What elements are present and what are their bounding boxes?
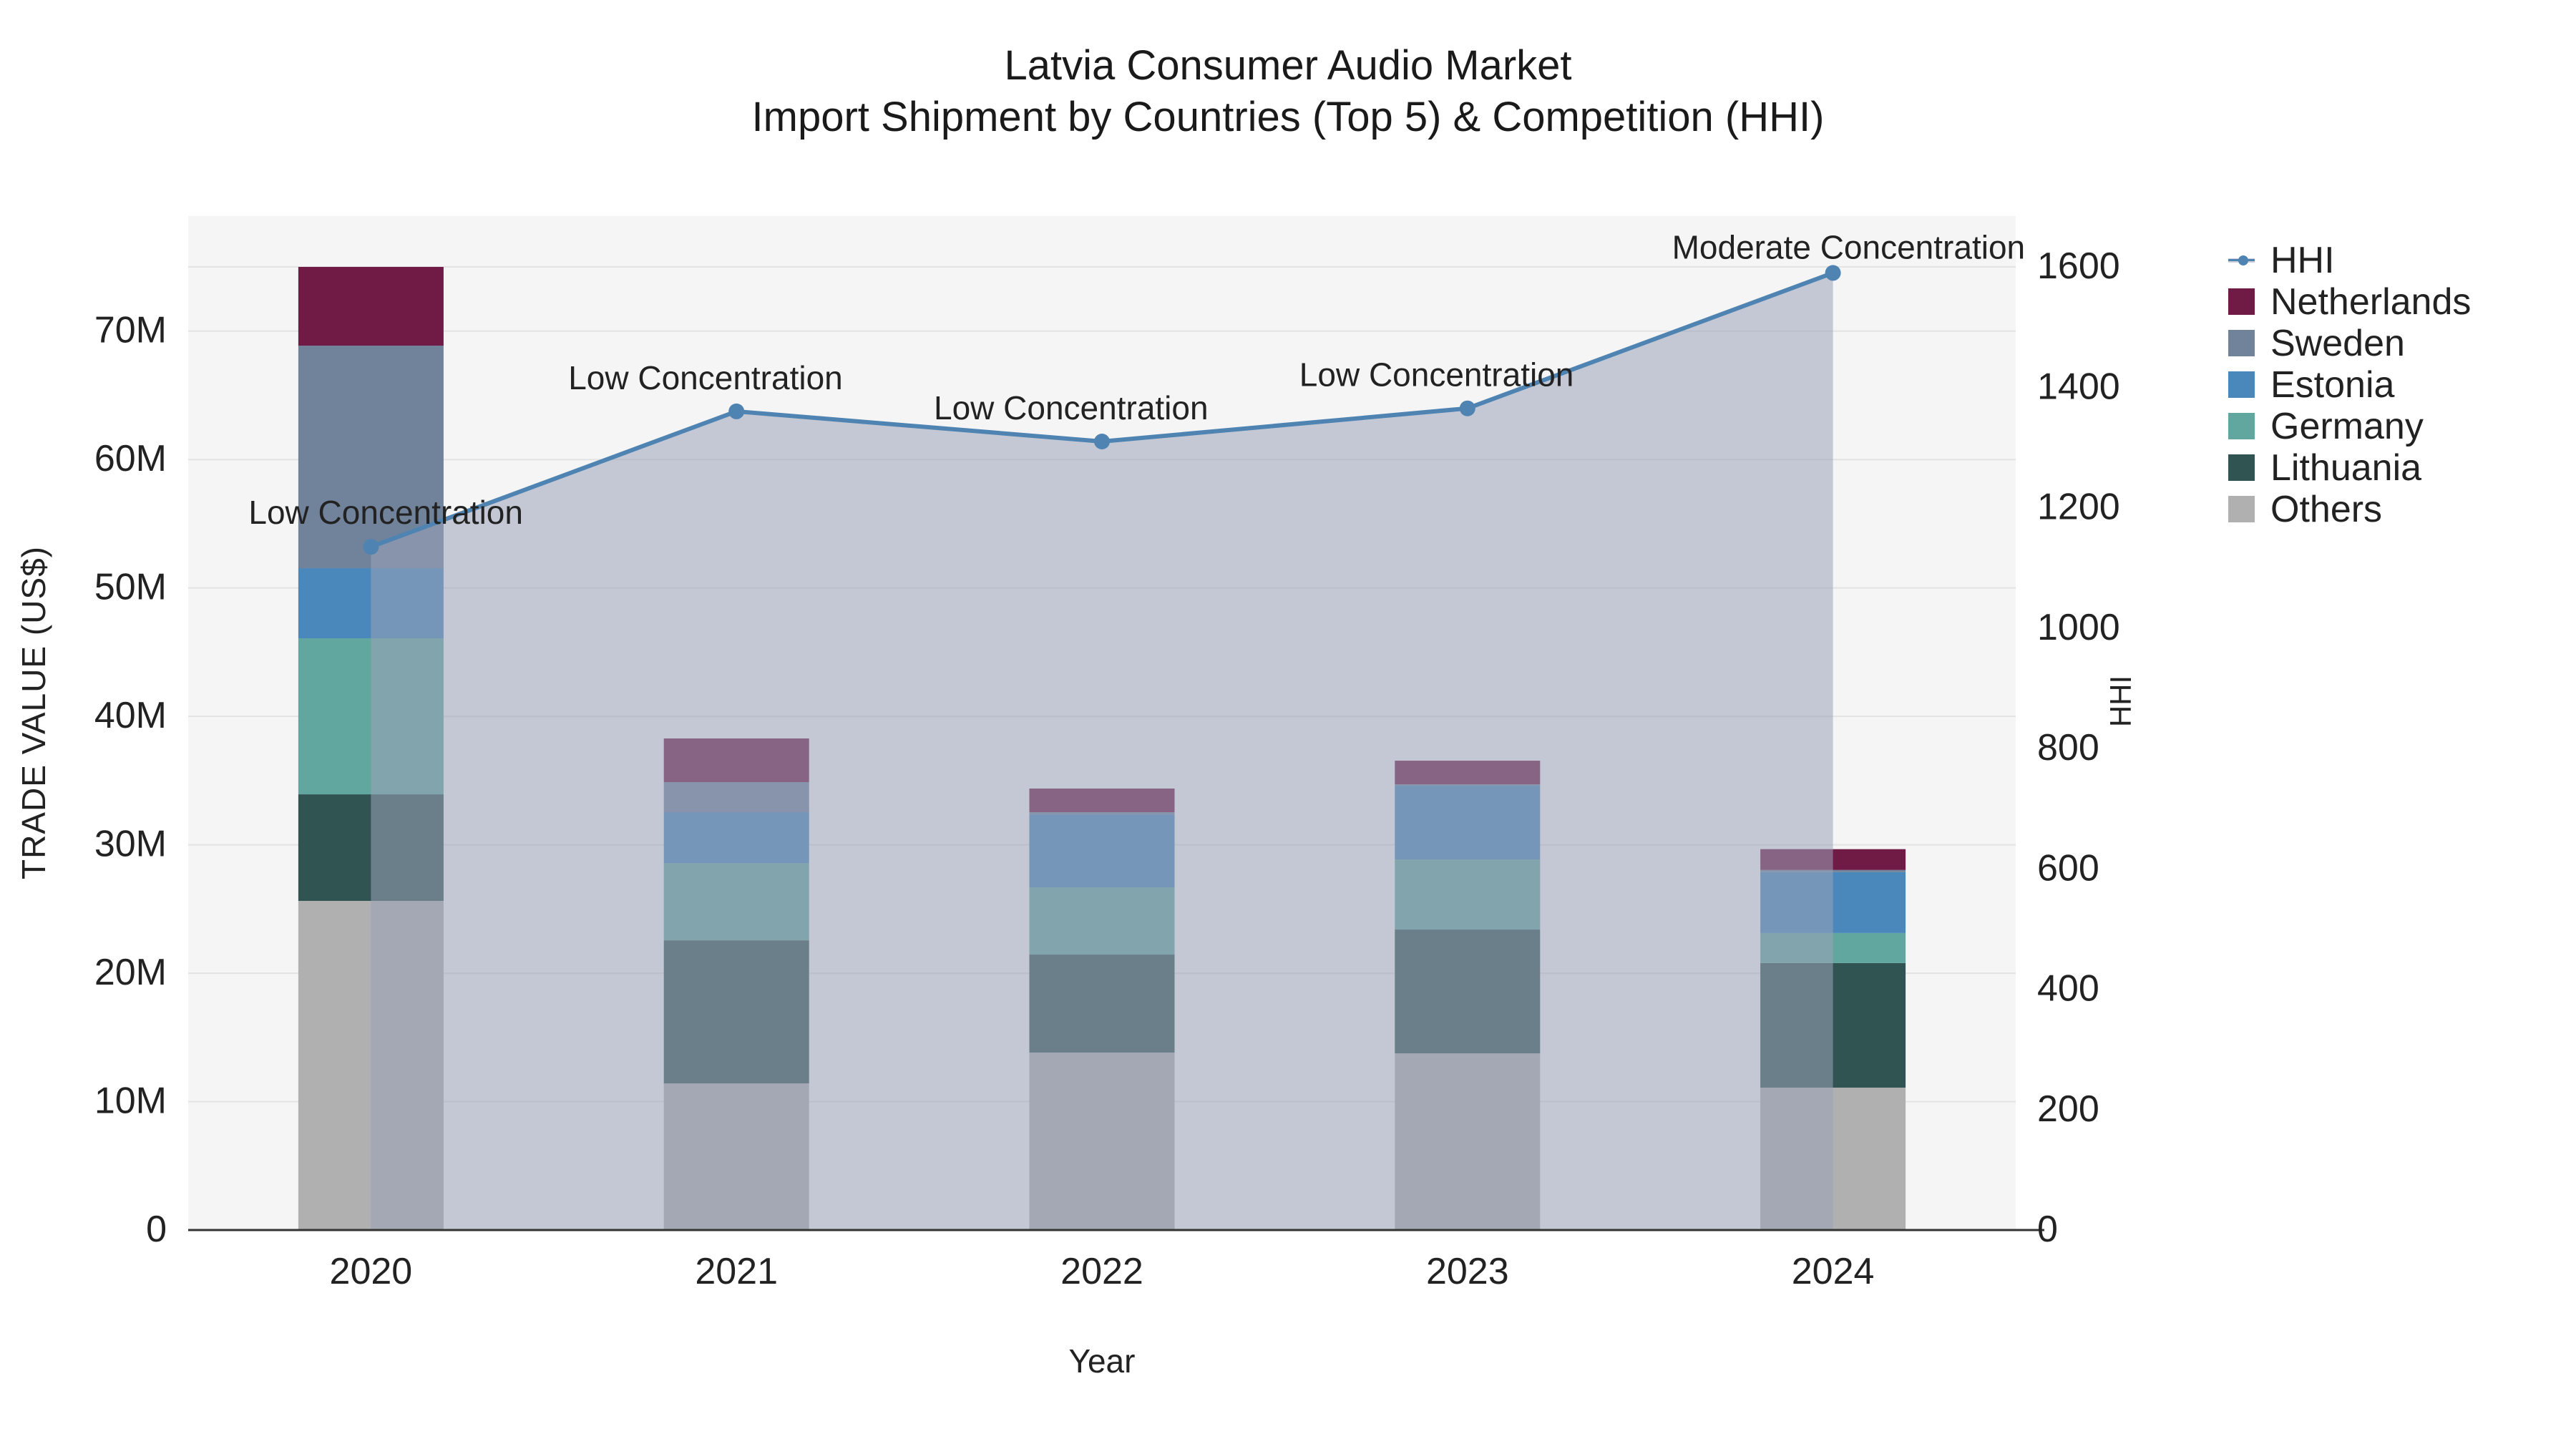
svg-text:800: 800 — [2037, 727, 2099, 769]
svg-text:1600: 1600 — [2037, 245, 2120, 287]
svg-text:Moderate Concentration: Moderate Concentration — [1672, 228, 2026, 265]
svg-text:Low Concentration: Low Concentration — [248, 494, 523, 531]
svg-text:600: 600 — [2037, 847, 2099, 889]
svg-text:40M: 40M — [94, 695, 167, 736]
svg-text:200: 200 — [2037, 1088, 2099, 1130]
svg-text:20M: 20M — [94, 952, 167, 993]
svg-text:400: 400 — [2037, 968, 2099, 1010]
svg-text:2024: 2024 — [1792, 1251, 1875, 1292]
svg-text:10M: 10M — [94, 1080, 167, 1122]
svg-text:0: 0 — [146, 1209, 167, 1250]
svg-text:Low Concentration: Low Concentration — [934, 389, 1209, 426]
svg-text:1000: 1000 — [2037, 607, 2120, 648]
svg-text:60M: 60M — [94, 438, 167, 479]
svg-text:Low Concentration: Low Concentration — [1299, 356, 1574, 394]
svg-text:Low Concentration: Low Concentration — [568, 359, 843, 396]
svg-text:0: 0 — [2037, 1209, 2058, 1250]
svg-text:1200: 1200 — [2037, 487, 2120, 528]
svg-text:30M: 30M — [94, 824, 167, 865]
svg-text:70M: 70M — [94, 310, 167, 351]
svg-text:2022: 2022 — [1060, 1251, 1143, 1292]
svg-text:1400: 1400 — [2037, 366, 2120, 407]
svg-text:2023: 2023 — [1426, 1251, 1509, 1292]
svg-text:50M: 50M — [94, 567, 167, 608]
svg-text:2021: 2021 — [695, 1251, 778, 1292]
svg-text:2020: 2020 — [330, 1251, 413, 1292]
